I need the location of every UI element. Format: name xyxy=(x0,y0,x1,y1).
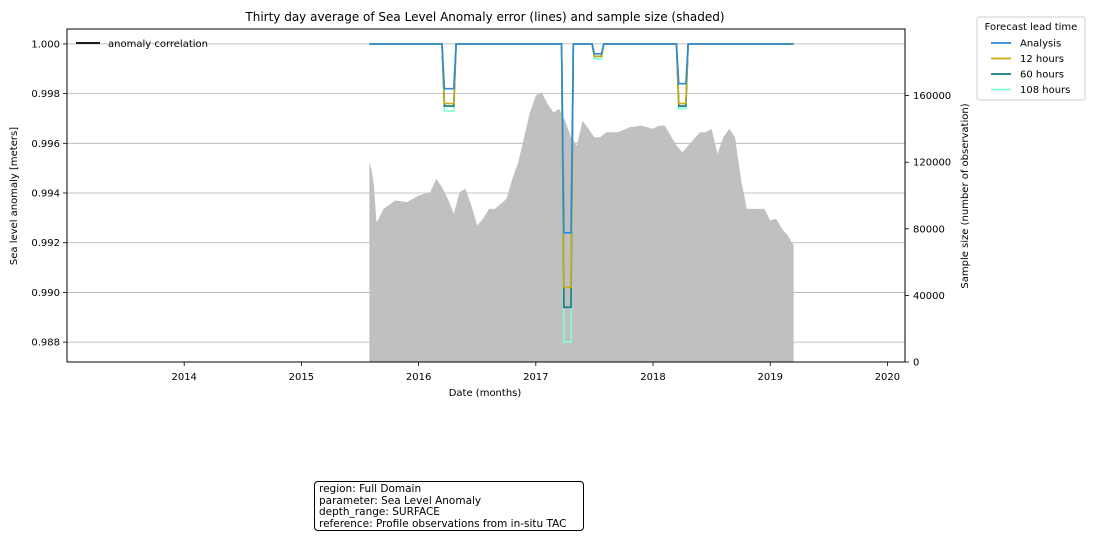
legend-items: Analysis 12 hours 60 hours 108 hours xyxy=(991,39,1070,96)
y-axis-label: Sea level anomaly [meters] xyxy=(9,127,20,265)
y-tick-label: 0.996 xyxy=(31,139,60,150)
series-line-analysis xyxy=(369,43,794,234)
legend-frame xyxy=(976,16,1086,101)
x-tick-label: 2020 xyxy=(875,372,900,383)
legend-label-analysis: Analysis xyxy=(1020,39,1061,50)
y-tick-label: 1.000 xyxy=(31,39,60,50)
legend-title: Forecast lead time xyxy=(985,22,1078,33)
sample-size-area xyxy=(369,92,794,363)
info-parameter: parameter: Sea Level Anomaly xyxy=(319,494,482,507)
y-right-tick-label: 160000 xyxy=(913,91,951,102)
axes-frame xyxy=(66,28,906,363)
y-tick-label: 0.988 xyxy=(31,338,60,349)
info-reference: reference: Profile observations from in-… xyxy=(319,517,567,530)
plot-area: 2014 2015 2016 2017 2018 2019 2020 0.988 0.990 0.… xyxy=(31,28,951,383)
x-tick-label: 2016 xyxy=(406,372,431,383)
x-tick-label: 2018 xyxy=(640,372,665,383)
legend-label-60-hours: 60 hours xyxy=(1020,70,1064,81)
y-right-tick-label: 80000 xyxy=(913,224,945,235)
y-right-tick-label: 40000 xyxy=(913,291,945,302)
inner-legend: anomaly correlation xyxy=(76,39,208,50)
x-tick-label: 2017 xyxy=(523,372,548,383)
legend: Forecast lead time Analysis 12 hours 60 ho… xyxy=(976,16,1086,101)
x-tick-label: 2015 xyxy=(289,372,314,383)
y-right-axis-label: Sample size (number of observation) xyxy=(960,103,971,288)
y-right-tick-label: 120000 xyxy=(913,158,951,169)
x-axis-label: Date (months) xyxy=(449,388,522,399)
info-box: region: Full Domain parameter: Sea Level… xyxy=(314,481,584,531)
x-tick-label: 2019 xyxy=(757,372,782,383)
y-right-tick-label: 0 xyxy=(913,358,919,369)
y-tick-label: 0.998 xyxy=(31,89,60,100)
x-tick-label: 2014 xyxy=(171,372,196,383)
legend-label-108-hours: 108 hours xyxy=(1020,85,1070,96)
info-region: region: Full Domain xyxy=(319,483,422,495)
y-tick-label: 0.994 xyxy=(31,189,60,200)
chart-title: Thirty day average of Sea Level Anomaly … xyxy=(244,10,724,24)
inner-legend-label: anomaly correlation xyxy=(108,39,208,50)
legend-label-12-hours: 12 hours xyxy=(1020,54,1064,65)
y-tick-label: 0.992 xyxy=(31,238,60,249)
y-tick-label: 0.990 xyxy=(31,288,60,299)
info-depth-range: depth_range: SURFACE xyxy=(319,506,440,518)
